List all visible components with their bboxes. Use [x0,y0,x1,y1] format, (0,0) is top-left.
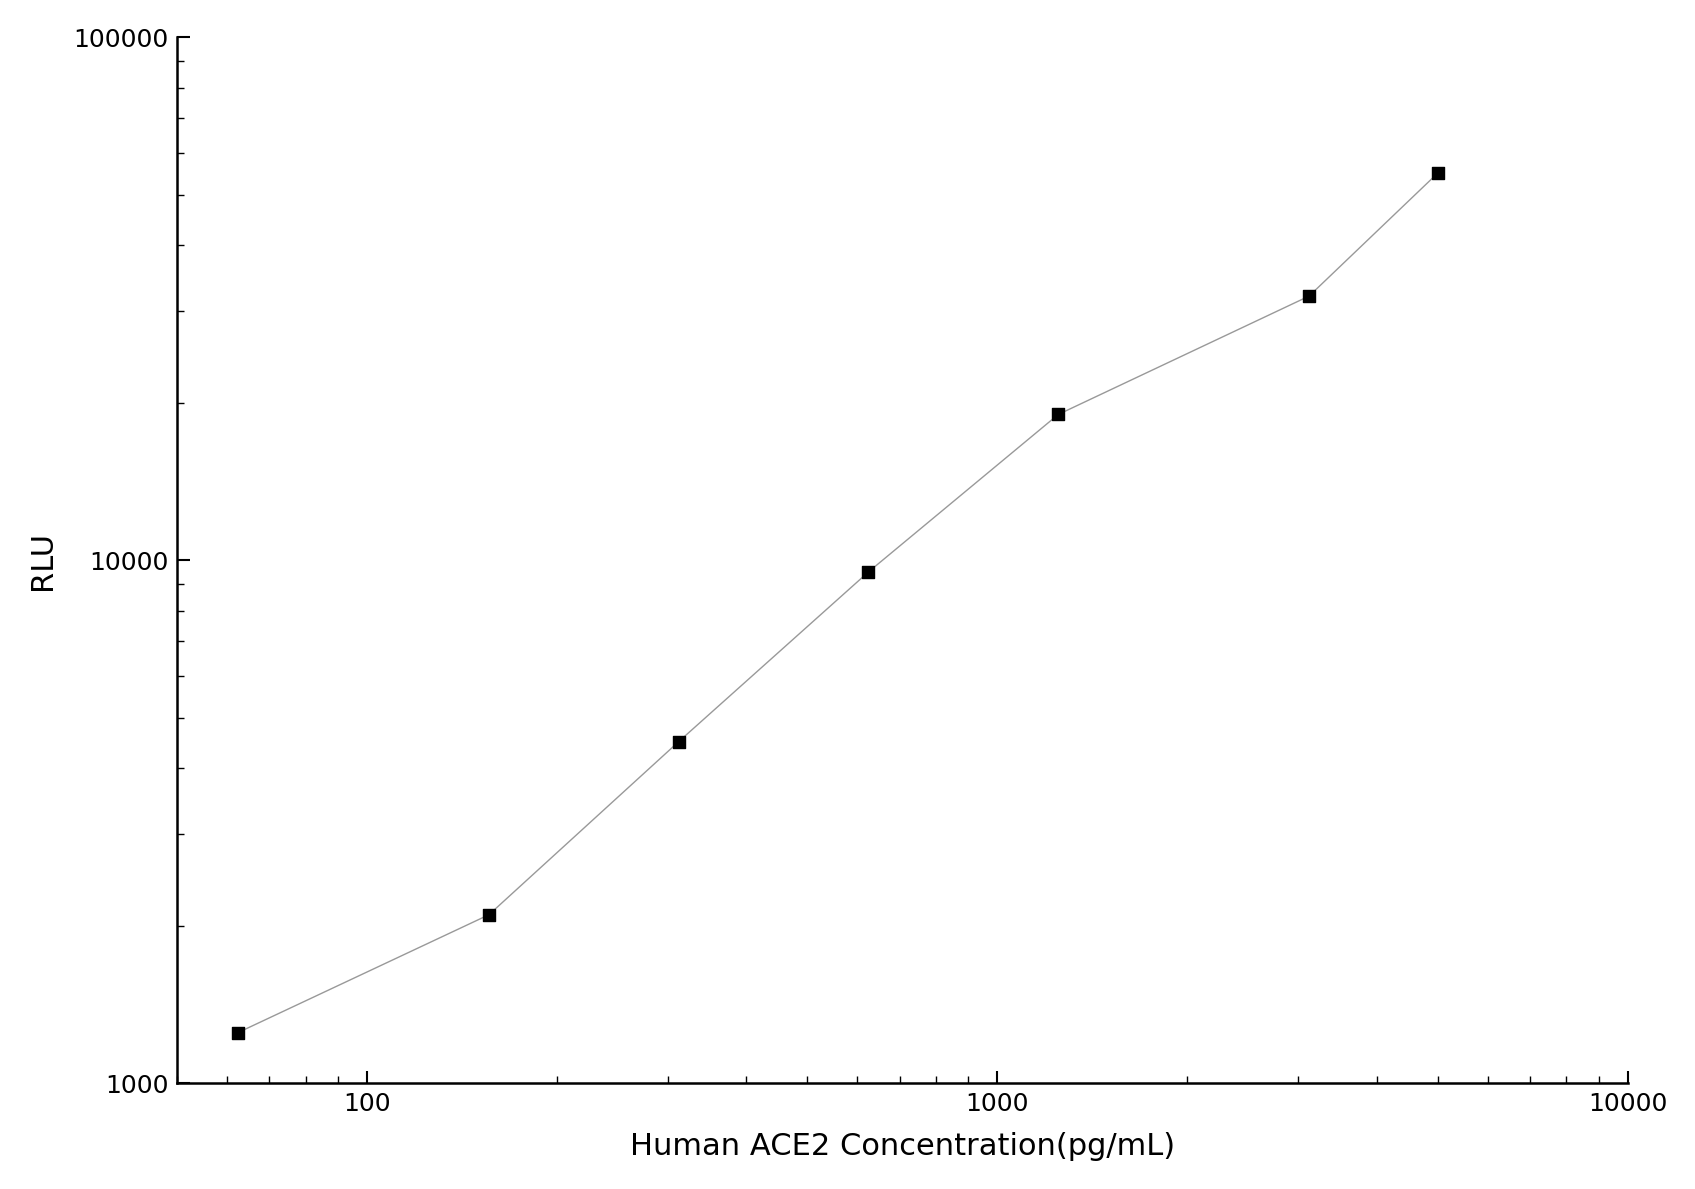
Point [1044,405,1071,424]
Point [854,562,881,581]
Point [1295,287,1322,306]
X-axis label: Human ACE2 Concentration(pg/mL): Human ACE2 Concentration(pg/mL) [631,1132,1175,1162]
Point [475,905,502,924]
Point [664,732,692,751]
Point [224,1023,251,1042]
Y-axis label: RLU: RLU [27,530,56,590]
Point [1424,164,1451,183]
